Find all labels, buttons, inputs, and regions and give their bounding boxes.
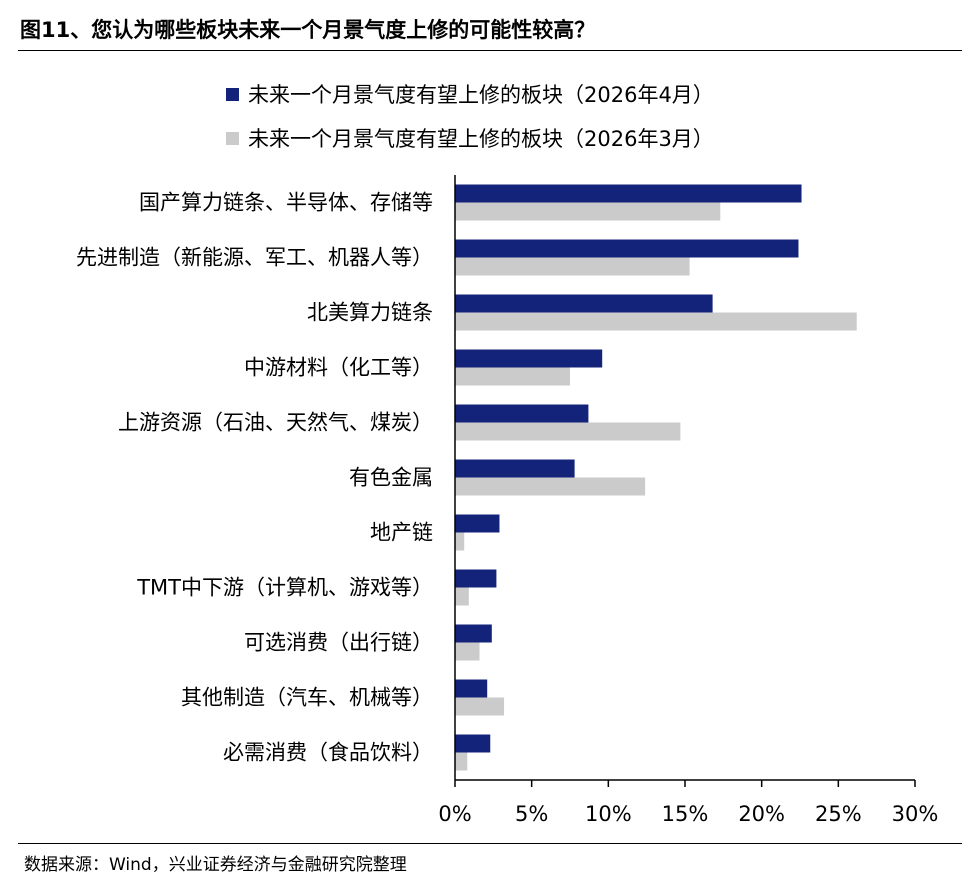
- x-tick-label-5: 25%: [815, 802, 862, 826]
- legend-label-series-2: 未来一个月景气度有望上修的板块（2026年3月）: [248, 127, 714, 151]
- bar-series-1-3: [455, 349, 603, 368]
- source-rule: [18, 843, 962, 844]
- legend-swatch-series-1: [226, 87, 239, 101]
- legend-label-series-1: 未来一个月景气度有望上修的板块（2026年4月）: [248, 83, 714, 107]
- bar-series-1-6: [455, 514, 500, 533]
- figure-title: 图11、您认为哪些板块未来一个月景气度上修的可能性较高？: [20, 18, 596, 42]
- bar-series-1-2: [455, 294, 713, 313]
- bar-series-2-5: [455, 477, 646, 496]
- bar-series-2-7: [455, 587, 469, 606]
- x-tick-label-0: 0%: [438, 802, 471, 826]
- x-tick-label-3: 15%: [662, 802, 709, 826]
- bar-series-2-3: [455, 367, 570, 386]
- bar-series-2-4: [455, 422, 681, 441]
- x-tick-label-4: 20%: [738, 802, 785, 826]
- x-tick-label-2: 10%: [585, 802, 632, 826]
- category-label-0: 国产算力链条、半导体、存储等: [139, 191, 433, 215]
- legend: 未来一个月景气度有望上修的板块（2026年4月） 未来一个月景气度有望上修的板块…: [226, 72, 714, 160]
- category-label-6: 地产链: [370, 521, 433, 545]
- bar-series-2-8: [455, 642, 480, 661]
- bar-series-1-5: [455, 459, 575, 478]
- bar-series-1-4: [455, 404, 589, 423]
- bar-series-1-1: [455, 239, 799, 258]
- bar-series-2-0: [455, 202, 721, 221]
- bar-series-2-9: [455, 697, 505, 716]
- category-label-1: 先进制造（新能源、军工、机器人等）: [76, 246, 433, 270]
- category-label-3: 中游材料（化工等）: [244, 356, 433, 380]
- category-label-7: TMT中下游（计算机、游戏等）: [136, 576, 433, 600]
- bar-series-2-10: [455, 752, 468, 771]
- x-tick-label-1: 5%: [515, 802, 548, 826]
- category-label-4: 上游资源（石油、天然气、煤炭）: [118, 411, 433, 435]
- bar-series-2-2: [455, 312, 857, 331]
- category-label-8: 可选消费（出行链）: [244, 631, 433, 655]
- category-label-5: 有色金属: [349, 466, 433, 490]
- bar-series-1-8: [455, 624, 492, 643]
- legend-swatch-series-2: [226, 131, 239, 145]
- bar-series-1-9: [455, 679, 488, 698]
- category-label-10: 必需消费（食品饮料）: [223, 741, 433, 765]
- bar-series-1-7: [455, 569, 497, 588]
- source-note: 数据来源：Wind，兴业证券经济与金融研究院整理: [24, 855, 407, 875]
- bar-series-1-0: [455, 184, 802, 203]
- category-label-2: 北美算力链条: [307, 301, 433, 325]
- title-rule: [18, 50, 962, 51]
- legend-item-series-1: 未来一个月景气度有望上修的板块（2026年4月）: [226, 72, 714, 116]
- bar-series-1-10: [455, 734, 491, 753]
- x-tick-label-6: 30%: [892, 802, 939, 826]
- category-label-9: 其他制造（汽车、机械等）: [181, 686, 433, 710]
- bar-series-2-6: [455, 532, 465, 551]
- bar-series-2-1: [455, 257, 690, 276]
- legend-item-series-2: 未来一个月景气度有望上修的板块（2026年3月）: [226, 116, 714, 160]
